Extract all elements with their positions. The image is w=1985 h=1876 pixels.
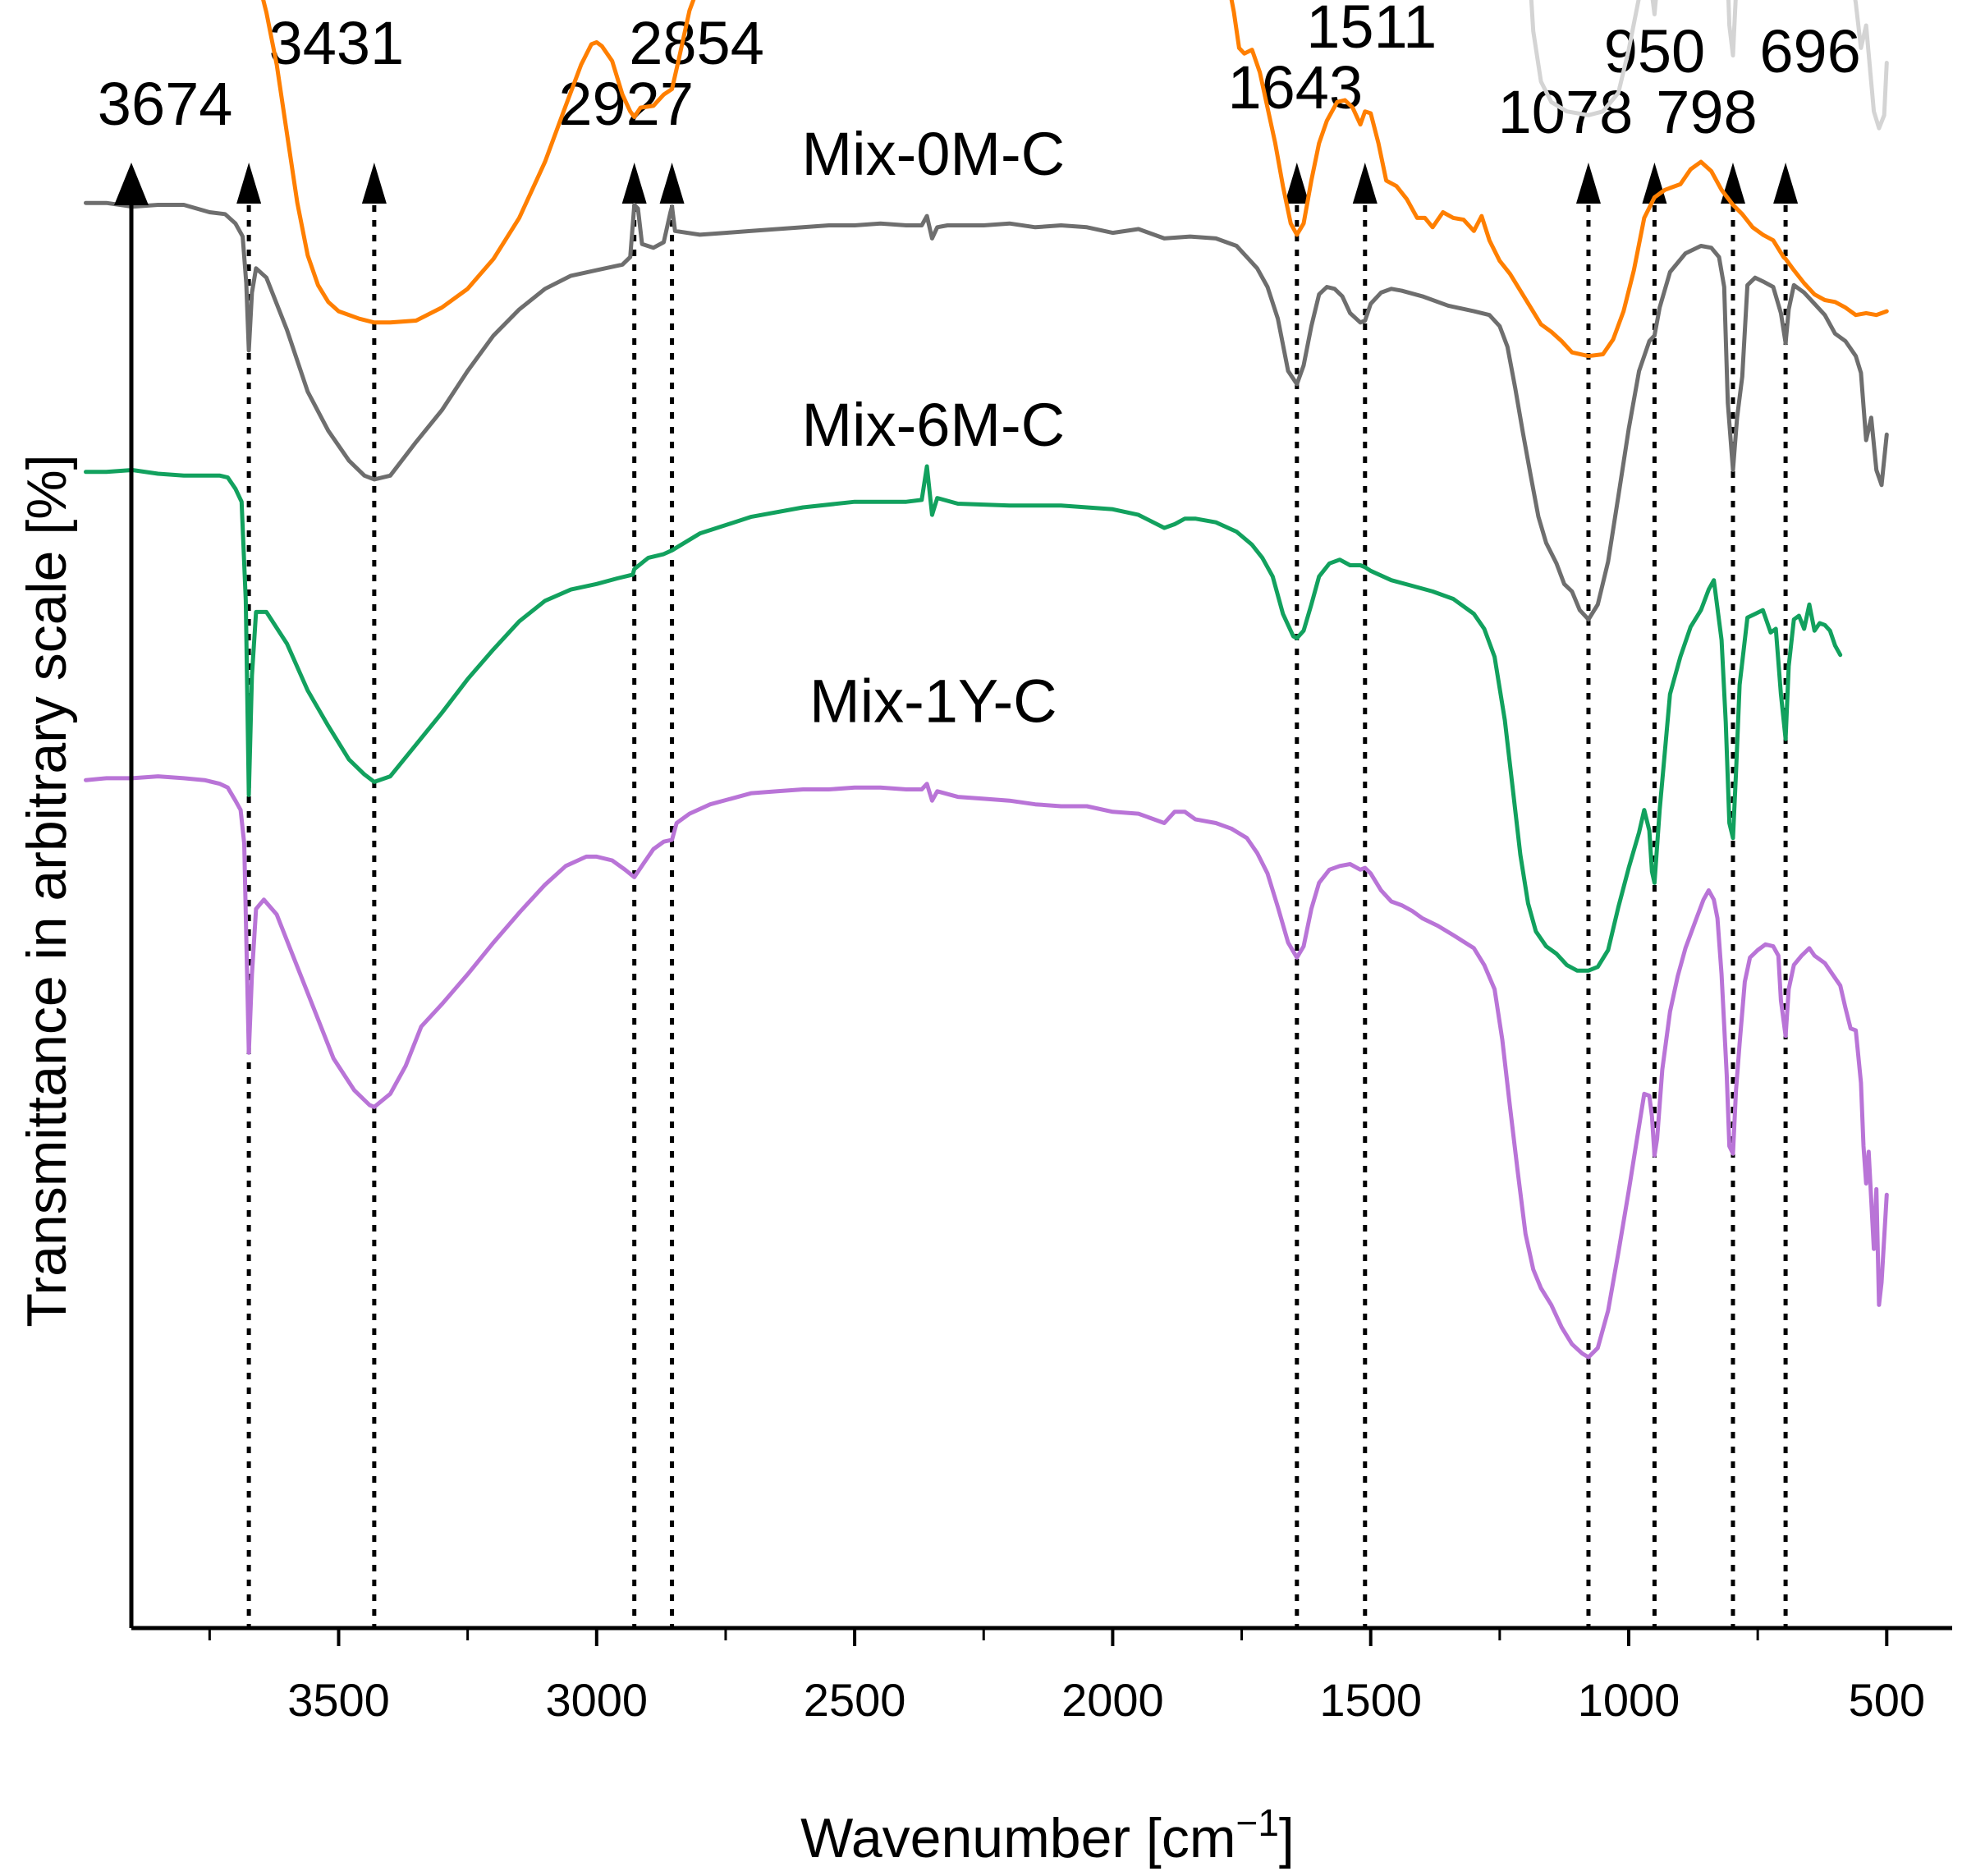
peak-marker-label: 1643	[1227, 53, 1363, 122]
x-tick-label: 3000	[546, 1674, 649, 1726]
peak-marker-label: 696	[1759, 17, 1860, 85]
x-tick-label: 500	[1849, 1674, 1925, 1726]
series-line	[84, 200, 1889, 622]
peak-marker-arrow-icon	[1352, 163, 1378, 204]
axes	[114, 163, 1952, 1631]
x-tick-label: 2500	[804, 1674, 906, 1726]
peak-marker-label: 3674	[98, 70, 233, 138]
x-tick-label: 1000	[1578, 1674, 1680, 1726]
peak-marker-arrow-icon	[361, 163, 387, 204]
peak-marker-arrow-icon	[236, 163, 262, 204]
x-tick-label: 3500	[287, 1674, 390, 1726]
peak-marker-arrow-icon	[1575, 163, 1601, 204]
series-label: Mix-0M-C	[802, 120, 1066, 188]
series-line	[84, 774, 1889, 1360]
peak-marker-arrow-icon	[1720, 163, 1745, 204]
peak-marker-arrow-icon	[1773, 163, 1799, 204]
x-tick-label: 2000	[1061, 1674, 1164, 1726]
y-axis-title: Transmittance in arbitrary scale [%]	[16, 454, 78, 1327]
peak-marker-label: 1511	[1306, 0, 1437, 61]
x-axis-title-close: ]	[1279, 1807, 1295, 1869]
x-axis-title-unit: −1	[1235, 1801, 1278, 1844]
peak-marker-label: 798	[1656, 78, 1757, 146]
peak-marker-arrow-icon	[1284, 163, 1309, 204]
series-line	[84, 464, 1843, 973]
peak-marker-arrow-icon	[621, 163, 647, 204]
series-label: Mix-6M-C	[802, 391, 1066, 459]
x-ticks: 3500 3000 2500 2000 1500 1000 500	[208, 1628, 1925, 1726]
series-lines	[84, 0, 1889, 1360]
series-label: Mix-1Y-C	[809, 667, 1057, 736]
y-axis-arrow-icon	[114, 163, 149, 205]
x-axis-title-text: Wavenumber [cm	[800, 1807, 1235, 1869]
peak-marker-label: 3431	[269, 9, 405, 77]
peak-marker-arrow-icon	[659, 163, 685, 204]
series-line	[261, 0, 1889, 359]
series-labels: artificial soilrice strawMix-0M-CMix-6M-…	[802, 120, 1066, 736]
x-axis-title: Wavenumber [cm−1]	[800, 1801, 1295, 1869]
peak-marker-label: 2854	[629, 9, 764, 77]
x-tick-label: 1500	[1319, 1674, 1422, 1726]
peak-marker-label: 950	[1604, 17, 1705, 85]
